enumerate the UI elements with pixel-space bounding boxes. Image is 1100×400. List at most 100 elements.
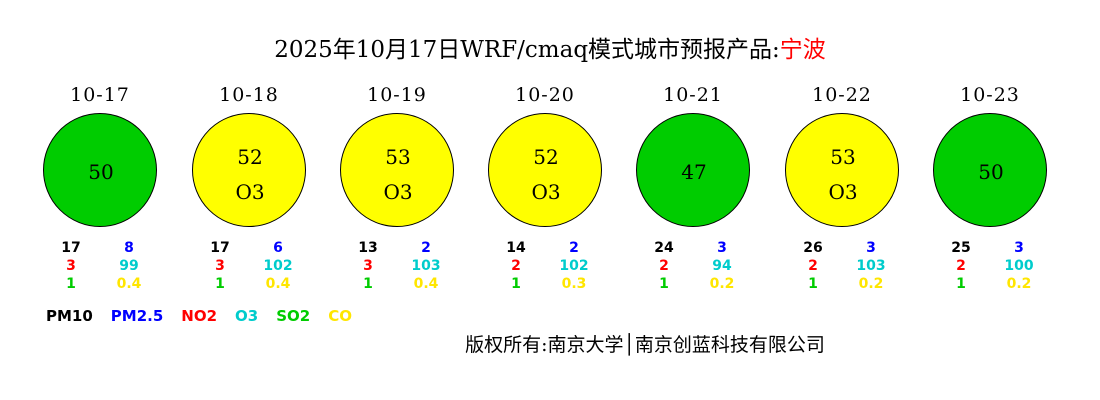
day-date-label: 10-21 — [663, 84, 723, 106]
pollutant-value-row: 26 3 — [782, 239, 902, 257]
no2-value: 2 — [659, 258, 669, 274]
pm25-value: 3 — [1014, 240, 1024, 256]
o3-value: 94 — [712, 258, 732, 274]
co-value: 0.4 — [413, 276, 439, 292]
no2-value: 2 — [511, 258, 521, 274]
so2-value: 1 — [66, 276, 76, 292]
no2-value: 3 — [363, 258, 373, 274]
pm10-value: 13 — [358, 240, 378, 256]
title-main: 2025年10月17日WRF/cmaq模式城市预报产品: — [274, 37, 780, 63]
aqi-value: 50 — [978, 160, 1004, 184]
pollutant-value-row: 17 6 — [189, 239, 309, 257]
co-value: 0.2 — [1006, 276, 1032, 292]
o3-value: 102 — [263, 258, 293, 274]
aqi-circle[interactable]: 53 O3 — [785, 113, 899, 227]
aqi-circle[interactable]: 50 — [933, 113, 1047, 227]
copyright-notice: 版权所有:南京大学│南京创蓝科技有限公司 — [465, 334, 825, 356]
pollutant-value-row: 13 2 — [337, 239, 457, 257]
pm25-value: 6 — [273, 240, 283, 256]
so2-value: 1 — [363, 276, 373, 292]
primary-pollutant-label: O3 — [828, 180, 858, 204]
forecast-day-column: 10-19 53 O3 13 2 3 103 1 0.4 — [322, 84, 472, 293]
pollutant-values: 25 3 2 100 1 0.2 — [930, 239, 1050, 293]
pollutant-values: 17 8 3 99 1 0.4 — [40, 239, 160, 293]
day-date-label: 10-19 — [367, 84, 427, 106]
pollutant-value-row: 1 0.2 — [782, 275, 902, 293]
o3-value: 102 — [559, 258, 589, 274]
pollutant-value-row: 3 102 — [189, 257, 309, 275]
pollutant-value-row: 14 2 — [485, 239, 605, 257]
so2-value: 1 — [215, 276, 225, 292]
aqi-value: 50 — [88, 160, 114, 184]
pm10-value: 24 — [654, 240, 674, 256]
primary-pollutant-label: O3 — [235, 180, 265, 204]
pm10-value: 26 — [803, 240, 823, 256]
aqi-circle[interactable]: 53 O3 — [340, 113, 454, 227]
aqi-circle[interactable]: 52 O3 — [488, 113, 602, 227]
legend-item-pm25: PM2.5 — [110, 307, 164, 325]
so2-value: 1 — [808, 276, 818, 292]
legend-item-so2: SO2 — [276, 307, 311, 325]
o3-value: 100 — [1004, 258, 1034, 274]
pollutant-values: 17 6 3 102 1 0.4 — [189, 239, 309, 293]
page-title: 2025年10月17日WRF/cmaq模式城市预报产品:宁波 — [0, 30, 1100, 64]
aqi-value: 52 — [237, 145, 263, 169]
forecast-day-column: 10-17 50 17 8 3 99 1 0.4 — [25, 84, 175, 293]
co-value: 0.4 — [116, 276, 142, 292]
pm10-value: 14 — [506, 240, 526, 256]
pollutant-value-row: 1 0.4 — [337, 275, 457, 293]
legend-item-co: CO — [328, 307, 353, 325]
pm25-value: 3 — [717, 240, 727, 256]
pm10-value: 17 — [61, 240, 81, 256]
day-date-label: 10-18 — [219, 84, 279, 106]
pollutant-value-row: 1 0.2 — [633, 275, 753, 293]
co-value: 0.3 — [561, 276, 587, 292]
pollutant-value-row: 24 3 — [633, 239, 753, 257]
pollutant-value-row: 3 99 — [40, 257, 160, 275]
co-value: 0.2 — [709, 276, 735, 292]
forecast-day-column: 10-23 50 25 3 2 100 1 0.2 — [915, 84, 1065, 293]
pollutant-value-row: 1 0.4 — [189, 275, 309, 293]
no2-value: 3 — [66, 258, 76, 274]
pollutant-value-row: 2 103 — [782, 257, 902, 275]
so2-value: 1 — [659, 276, 669, 292]
pm25-value: 8 — [124, 240, 134, 256]
no2-value: 2 — [808, 258, 818, 274]
pollutant-value-row: 2 102 — [485, 257, 605, 275]
o3-value: 103 — [411, 258, 441, 274]
aqi-value: 53 — [830, 145, 856, 169]
pollutant-value-row: 2 94 — [633, 257, 753, 275]
aqi-value: 52 — [533, 145, 559, 169]
forecast-day-column: 10-18 52 O3 17 6 3 102 1 0.4 — [174, 84, 324, 293]
no2-value: 3 — [215, 258, 225, 274]
pm10-value: 17 — [210, 240, 230, 256]
aqi-circle[interactable]: 47 — [636, 113, 750, 227]
pm25-value: 2 — [569, 240, 579, 256]
pollutant-legend: PM10 PM2.5 NO2 O3 SO2 CO — [46, 307, 352, 325]
pollutant-value-row: 1 0.2 — [930, 275, 1050, 293]
no2-value: 2 — [956, 258, 966, 274]
day-date-label: 10-22 — [812, 84, 872, 106]
pm10-value: 25 — [951, 240, 971, 256]
day-date-label: 10-17 — [70, 84, 130, 106]
legend-item-o3: O3 — [235, 307, 259, 325]
pm25-value: 3 — [866, 240, 876, 256]
pollutant-value-row: 3 103 — [337, 257, 457, 275]
day-date-label: 10-23 — [960, 84, 1020, 106]
forecast-day-column: 10-20 52 O3 14 2 2 102 1 0.3 — [470, 84, 620, 293]
o3-value: 103 — [856, 258, 886, 274]
aqi-value: 47 — [681, 160, 707, 184]
pollutant-value-row: 25 3 — [930, 239, 1050, 257]
pollutant-value-row: 1 0.3 — [485, 275, 605, 293]
pollutant-values: 14 2 2 102 1 0.3 — [485, 239, 605, 293]
legend-item-pm10: PM10 — [46, 307, 93, 325]
legend-item-no2: NO2 — [181, 307, 218, 325]
day-date-label: 10-20 — [515, 84, 575, 106]
forecast-day-column: 10-22 53 O3 26 3 2 103 1 0.2 — [767, 84, 917, 293]
co-value: 0.4 — [265, 276, 291, 292]
aqi-circle[interactable]: 50 — [43, 113, 157, 227]
pollutant-value-row: 2 100 — [930, 257, 1050, 275]
pollutant-value-row: 1 0.4 — [40, 275, 160, 293]
title-city: 宁波 — [779, 37, 826, 63]
aqi-circle[interactable]: 52 O3 — [192, 113, 306, 227]
